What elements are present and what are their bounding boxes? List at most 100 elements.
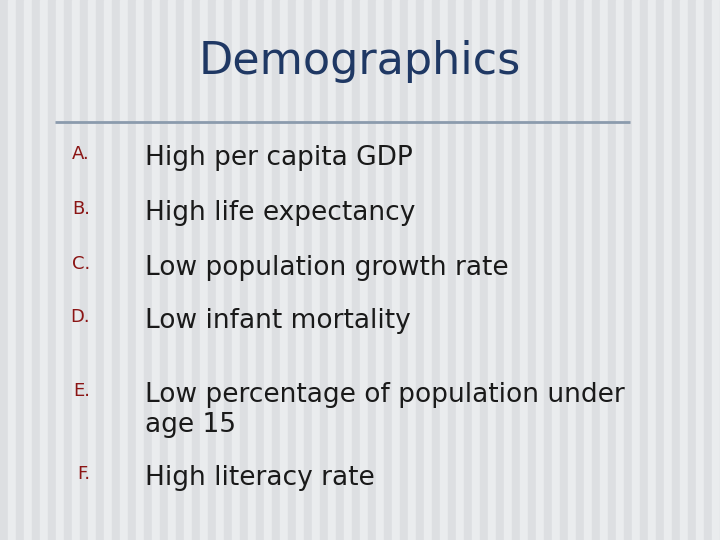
Bar: [64, 0, 72, 540]
Bar: [560, 0, 568, 540]
Bar: [680, 0, 688, 540]
Bar: [144, 0, 152, 540]
Bar: [568, 0, 576, 540]
Bar: [240, 0, 248, 540]
Bar: [496, 0, 504, 540]
Bar: [40, 0, 48, 540]
Text: A.: A.: [72, 145, 90, 163]
Bar: [464, 0, 472, 540]
Bar: [128, 0, 136, 540]
Bar: [56, 0, 64, 540]
Bar: [208, 0, 216, 540]
Bar: [272, 0, 280, 540]
Bar: [528, 0, 536, 540]
Bar: [608, 0, 616, 540]
Text: D.: D.: [71, 308, 90, 326]
Bar: [328, 0, 336, 540]
Bar: [104, 0, 112, 540]
Bar: [480, 0, 488, 540]
Bar: [32, 0, 40, 540]
Bar: [80, 0, 88, 540]
Text: C.: C.: [72, 255, 90, 273]
Text: High per capita GDP: High per capita GDP: [145, 145, 413, 171]
Bar: [704, 0, 712, 540]
Bar: [696, 0, 704, 540]
Bar: [72, 0, 80, 540]
Bar: [616, 0, 624, 540]
Bar: [176, 0, 184, 540]
Bar: [672, 0, 680, 540]
Bar: [392, 0, 400, 540]
Bar: [592, 0, 600, 540]
Bar: [488, 0, 496, 540]
Bar: [408, 0, 416, 540]
Bar: [232, 0, 240, 540]
Bar: [448, 0, 456, 540]
Bar: [24, 0, 32, 540]
Bar: [336, 0, 344, 540]
Bar: [432, 0, 440, 540]
Bar: [320, 0, 328, 540]
Bar: [440, 0, 448, 540]
Bar: [424, 0, 432, 540]
Bar: [400, 0, 408, 540]
Bar: [136, 0, 144, 540]
Text: Low infant mortality: Low infant mortality: [145, 308, 410, 334]
Bar: [352, 0, 360, 540]
Bar: [192, 0, 200, 540]
Bar: [312, 0, 320, 540]
Text: Low population growth rate: Low population growth rate: [145, 255, 508, 281]
Bar: [16, 0, 24, 540]
Bar: [216, 0, 224, 540]
Bar: [288, 0, 296, 540]
Bar: [632, 0, 640, 540]
Bar: [96, 0, 104, 540]
Bar: [640, 0, 648, 540]
Bar: [504, 0, 512, 540]
Text: High life expectancy: High life expectancy: [145, 200, 415, 226]
Bar: [160, 0, 168, 540]
Bar: [88, 0, 96, 540]
Bar: [224, 0, 232, 540]
Bar: [712, 0, 720, 540]
Text: Demographics: Demographics: [199, 40, 521, 83]
Bar: [304, 0, 312, 540]
Bar: [296, 0, 304, 540]
Bar: [368, 0, 376, 540]
Text: High literacy rate: High literacy rate: [145, 465, 374, 491]
Bar: [600, 0, 608, 540]
Bar: [536, 0, 544, 540]
Bar: [544, 0, 552, 540]
Bar: [8, 0, 16, 540]
Bar: [552, 0, 560, 540]
Bar: [624, 0, 632, 540]
Text: E.: E.: [73, 382, 90, 400]
Bar: [656, 0, 664, 540]
Bar: [456, 0, 464, 540]
Bar: [384, 0, 392, 540]
Bar: [344, 0, 352, 540]
Text: Low percentage of population under
age 15: Low percentage of population under age 1…: [145, 382, 625, 438]
Bar: [416, 0, 424, 540]
Text: F.: F.: [77, 465, 90, 483]
Bar: [376, 0, 384, 540]
Bar: [0, 0, 8, 540]
Bar: [280, 0, 288, 540]
Bar: [256, 0, 264, 540]
Bar: [48, 0, 56, 540]
Bar: [664, 0, 672, 540]
Bar: [248, 0, 256, 540]
Bar: [520, 0, 528, 540]
Bar: [264, 0, 272, 540]
Bar: [360, 0, 368, 540]
Bar: [168, 0, 176, 540]
Bar: [184, 0, 192, 540]
Bar: [152, 0, 160, 540]
Bar: [688, 0, 696, 540]
Bar: [120, 0, 128, 540]
Bar: [112, 0, 120, 540]
Bar: [512, 0, 520, 540]
Bar: [200, 0, 208, 540]
Bar: [584, 0, 592, 540]
Bar: [648, 0, 656, 540]
